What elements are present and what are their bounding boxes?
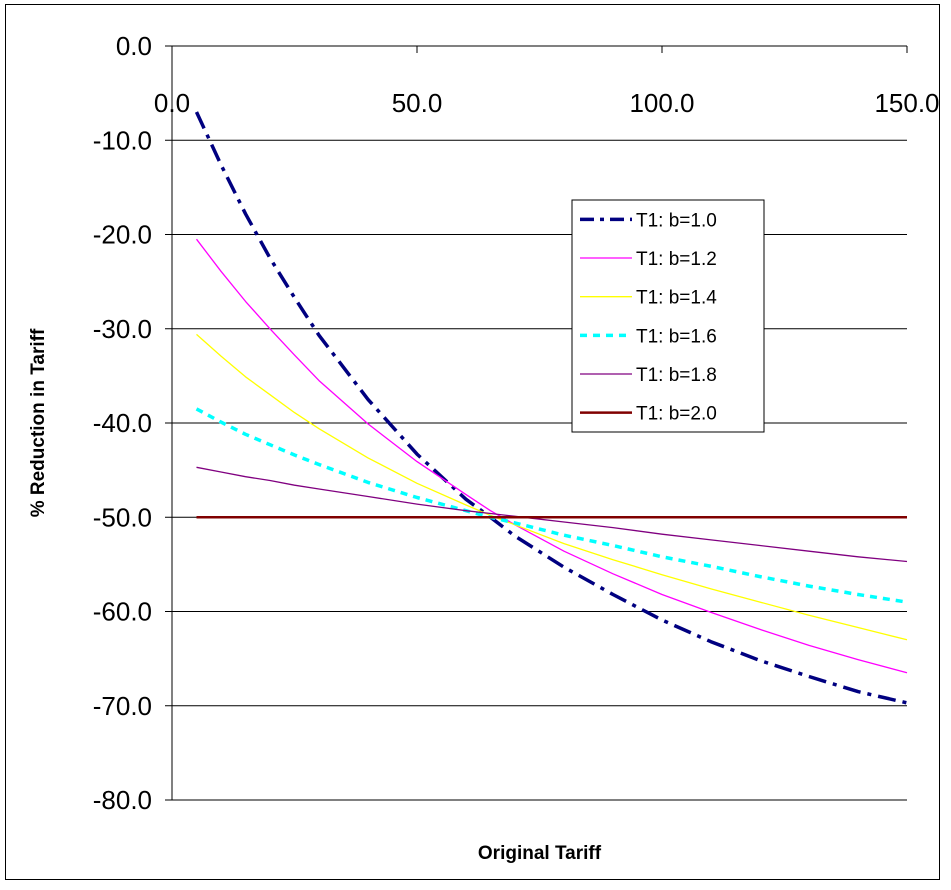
x-tick-label: 100.0 [629, 88, 694, 118]
x-tick-label: 150.0 [874, 88, 939, 118]
series-line [195, 238, 908, 674]
y-tick-label: -10.0 [93, 125, 152, 155]
x-tick-label: 50.0 [392, 88, 443, 118]
y-tick-label: -20.0 [93, 220, 152, 250]
series-line [196, 466, 908, 563]
axes: 0.0-10.0-20.0-30.0-40.0-50.0-60.0-70.0-8… [93, 31, 940, 815]
y-tick-label: 0.0 [116, 31, 152, 61]
chart-frame [5, 4, 940, 880]
y-tick-label: -70.0 [93, 691, 152, 721]
x-axis-title: Original Tariff [478, 843, 602, 864]
legend-label: T1: b=2.0 [636, 404, 717, 425]
x-tick-label: 0.0 [154, 88, 190, 118]
legend-label: T1: b=1.0 [636, 210, 717, 231]
series-line [194, 111, 908, 705]
y-tick-label: -60.0 [93, 597, 152, 627]
y-tick-label: -50.0 [93, 502, 152, 532]
gridlines [172, 139, 907, 801]
legend-label: T1: b=1.2 [636, 249, 717, 270]
series-lines [194, 111, 908, 705]
legend-label: T1: b=1.8 [636, 365, 717, 386]
series-line [196, 333, 908, 641]
legend-label: T1: b=1.4 [636, 288, 717, 309]
legend-box [571, 199, 765, 433]
y-tick-label: -40.0 [93, 408, 152, 438]
legend: T1: b=1.0 T1: b=1.2 T1: b=1.4 T1: b=1.6 T1: … [571, 199, 765, 433]
y-tick-label: -30.0 [93, 314, 152, 344]
y-axis-title: % Reduction in Tariff [28, 328, 49, 517]
series-line [195, 407, 908, 604]
legend-label: T1: b=1.6 [636, 326, 717, 347]
y-tick-label: -80.0 [93, 785, 152, 815]
